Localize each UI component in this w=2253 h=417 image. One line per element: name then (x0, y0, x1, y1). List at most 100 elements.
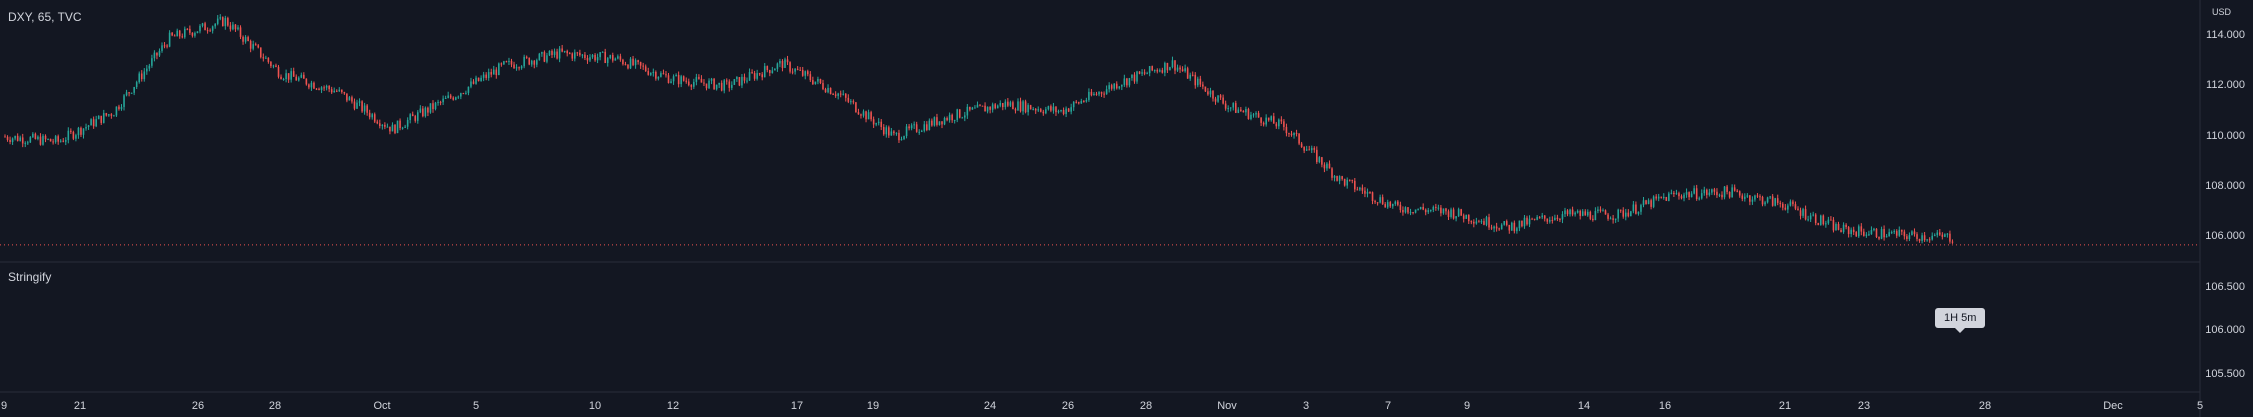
candle-body (639, 61, 642, 66)
candle-body (920, 130, 923, 132)
candle-body (667, 75, 670, 84)
candle-body (90, 119, 92, 126)
candle-body (1270, 116, 1273, 121)
candle-body (391, 124, 394, 132)
candle-body (457, 96, 460, 98)
candle-body (599, 52, 601, 58)
candle-body (1495, 226, 1498, 229)
candle-body (533, 60, 536, 65)
candle-body (558, 48, 561, 59)
candle-body (133, 86, 135, 93)
candle-body (1376, 202, 1379, 204)
candle-body (1272, 116, 1275, 124)
candle-body (72, 131, 75, 139)
candle-body (1110, 85, 1113, 89)
candle-body (265, 57, 267, 59)
candle-body (698, 77, 700, 79)
candle-body (961, 117, 964, 119)
candle-body (685, 80, 688, 82)
candle-body (1326, 163, 1328, 169)
candle-body (1698, 198, 1701, 200)
candle-body (632, 58, 634, 66)
candle-body (1189, 74, 1191, 79)
candle-body (1138, 71, 1141, 74)
candle-body (1321, 157, 1323, 165)
price-tick-label: 114.000 (2206, 28, 2245, 41)
candle-body (351, 97, 353, 102)
candle-body (272, 65, 275, 67)
candle-body (262, 57, 265, 59)
candle-body (728, 81, 731, 88)
candle-body (1941, 234, 1944, 237)
candle-body (1148, 66, 1151, 74)
candle-body (1136, 71, 1138, 82)
candle-body (1088, 91, 1090, 100)
candle-body (677, 74, 680, 85)
candle-body (763, 66, 766, 78)
candle-body (346, 93, 348, 101)
candle-body (834, 94, 837, 96)
candle-body (1769, 196, 1771, 198)
candle-body (1873, 228, 1875, 231)
candle-body (1313, 148, 1316, 150)
candle-body (118, 106, 120, 110)
candle-body (1004, 101, 1007, 108)
candle-body (824, 89, 827, 93)
candle-body (439, 101, 442, 103)
candle-body (1594, 210, 1597, 221)
candle-body (1209, 90, 1212, 95)
candle-body (1832, 219, 1835, 231)
candle-body (693, 81, 695, 87)
candle-body (660, 73, 662, 77)
candle-body (568, 53, 571, 55)
candle-body (1880, 228, 1883, 239)
candle-body (1607, 214, 1609, 219)
candle-body (1604, 210, 1607, 215)
candle-body (1310, 148, 1313, 151)
candle-body (1060, 110, 1062, 112)
candle-body (546, 55, 548, 62)
candle-body (1556, 217, 1559, 220)
candle-body (371, 114, 374, 118)
candle-body (1027, 105, 1029, 113)
candle-body (102, 113, 105, 123)
time-tick-label: 12 (666, 400, 680, 412)
candle-body (844, 93, 847, 98)
candle-body (19, 137, 21, 141)
candle-body (1229, 107, 1232, 109)
candle-body (108, 114, 110, 116)
candle-body (156, 52, 158, 56)
candle-body (285, 73, 287, 80)
candle-body (384, 124, 386, 127)
candle-body (44, 135, 47, 140)
candle-body (358, 101, 361, 103)
candle-body (946, 118, 948, 121)
candle-body (791, 71, 794, 73)
candle-body (1278, 119, 1280, 127)
candle-body (308, 84, 310, 88)
candle-body (903, 136, 905, 140)
candle-body (1931, 235, 1934, 240)
candle-body (189, 28, 191, 33)
candle-body (1728, 191, 1731, 198)
candle-body (297, 77, 300, 81)
candle-body (1784, 207, 1787, 210)
candle-body (1247, 109, 1250, 119)
candle-body (1850, 229, 1852, 235)
candle-body (736, 77, 738, 80)
candle-body (472, 81, 475, 84)
candle-body (11, 138, 14, 143)
candle-body (647, 71, 650, 75)
candle-body (1397, 201, 1399, 205)
candle-body (1275, 123, 1278, 127)
candle-body (895, 132, 898, 134)
candle-body (1645, 200, 1647, 205)
candle-body (1726, 186, 1728, 192)
candle-body (642, 65, 644, 67)
candle-body (1703, 189, 1706, 194)
candle-body (1842, 224, 1845, 233)
candle-body (1196, 78, 1199, 86)
candle-body (1460, 209, 1462, 216)
